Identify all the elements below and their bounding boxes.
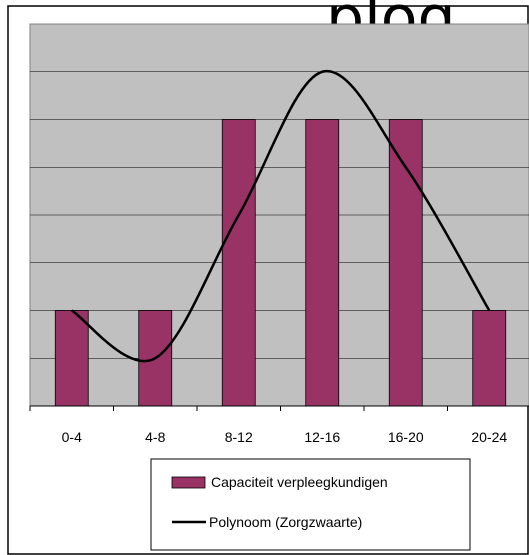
x-tick-label: 20-24 xyxy=(471,429,507,445)
x-tick-labels: 0-4 4-8 8-12 12-16 16-20 20-24 xyxy=(62,429,508,445)
legend-box xyxy=(150,458,471,551)
bar-12-16 xyxy=(305,119,340,407)
x-tick-label: 4-8 xyxy=(145,429,165,445)
bar-16-20 xyxy=(388,119,423,407)
legend-swatch-bar xyxy=(171,476,206,489)
bar-0-4 xyxy=(54,310,89,407)
legend-label-bar: Capaciteit verpleegkundigen xyxy=(211,474,388,490)
x-tick-label: 16-20 xyxy=(388,429,424,445)
trend-line xyxy=(71,69,491,363)
x-tick-label: 0-4 xyxy=(62,429,82,445)
x-tick-label: 12-16 xyxy=(304,429,340,445)
bar-series xyxy=(54,119,507,407)
bar-20-24 xyxy=(472,310,507,407)
bar-8-12 xyxy=(221,119,256,407)
gridlines xyxy=(30,71,529,359)
trend-series xyxy=(71,69,491,363)
x-axis xyxy=(29,405,529,411)
legend: Capaciteit verpleegkundigen Polynoom (Zo… xyxy=(150,458,471,551)
legend-label-line: Polynoom (Zorgzwaarte) xyxy=(209,514,362,530)
x-tick-label: 8-12 xyxy=(225,429,253,445)
